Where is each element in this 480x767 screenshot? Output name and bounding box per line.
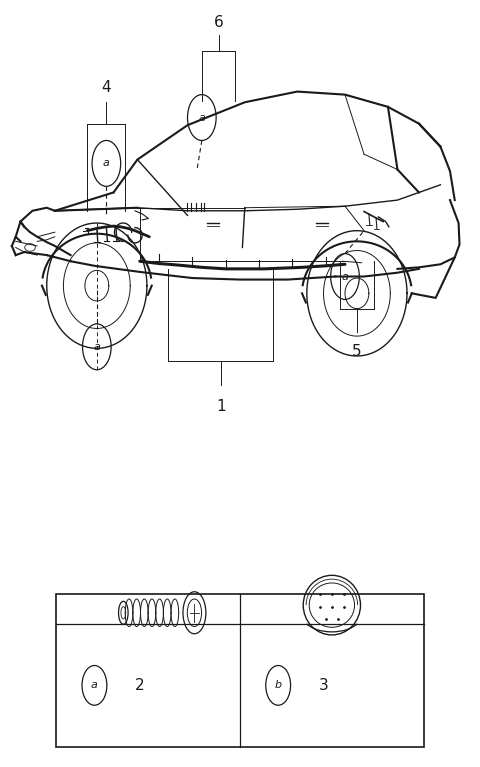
Bar [56,594,424,746]
Text: a: a [198,113,205,123]
Text: a: a [91,680,98,690]
Text: 6: 6 [214,15,223,31]
Text: 2: 2 [135,678,144,693]
Text: a: a [103,159,110,169]
Text: b: b [275,680,282,690]
Text: a: a [342,272,348,281]
Text: 4: 4 [102,80,111,94]
Text: 5: 5 [352,344,362,359]
Text: 3: 3 [319,678,328,693]
Text: a: a [94,342,100,352]
Text: 1: 1 [216,399,226,413]
